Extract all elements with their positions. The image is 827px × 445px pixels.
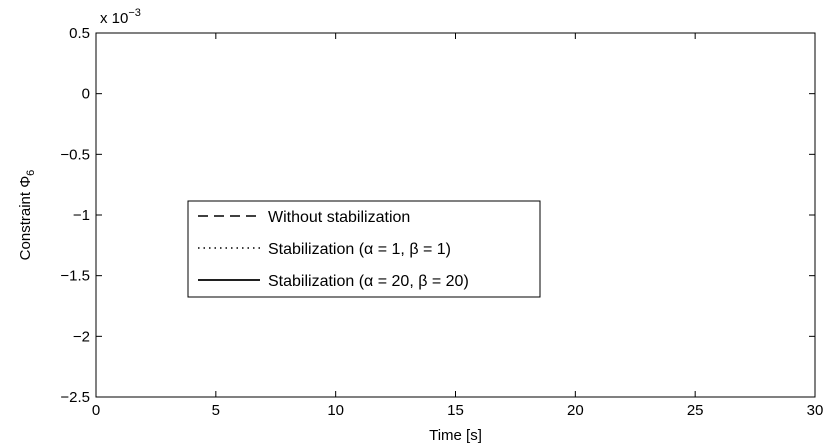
x-tick-label: 10 bbox=[327, 402, 344, 419]
y-tick-label: −2 bbox=[73, 328, 90, 345]
x-tick-label: 0 bbox=[92, 402, 100, 419]
y-tick-label: −1 bbox=[73, 207, 90, 224]
y-axis-multiplier-exponent: −3 bbox=[128, 7, 141, 19]
y-axis-label-subscript: 6 bbox=[25, 170, 37, 176]
x-tick-label: 5 bbox=[212, 402, 220, 419]
y-tick-label: 0.5 bbox=[69, 25, 90, 42]
x-axis-label: Time [s] bbox=[429, 427, 482, 444]
legend-label-1: Without stabilization bbox=[268, 209, 410, 226]
legend-label-2: Stabilization (α = 1, β = 1) bbox=[268, 241, 451, 258]
x-tick-label: 20 bbox=[567, 402, 584, 419]
x-tick-label: 30 bbox=[807, 402, 824, 419]
y-tick-label: 0 bbox=[82, 86, 90, 103]
y-axis-label: Constraint Φ6 bbox=[17, 170, 37, 261]
y-tick-label: −1.5 bbox=[60, 268, 90, 285]
y-tick-label: −2.5 bbox=[60, 389, 90, 406]
legend: Without stabilization Stabilization (α = … bbox=[187, 200, 541, 298]
x-tick-label: 15 bbox=[447, 402, 464, 419]
y-tick-label: −0.5 bbox=[60, 146, 90, 163]
legend-box bbox=[187, 200, 541, 298]
y-axis-label-main: Constraint Φ bbox=[17, 176, 34, 261]
x-tick-label: 25 bbox=[687, 402, 704, 419]
legend-label-3: Stabilization (α = 20, β = 20) bbox=[268, 273, 469, 290]
y-axis-multiplier: x 10−3 bbox=[100, 7, 141, 27]
y-axis-multiplier-base: x 10 bbox=[100, 10, 128, 27]
